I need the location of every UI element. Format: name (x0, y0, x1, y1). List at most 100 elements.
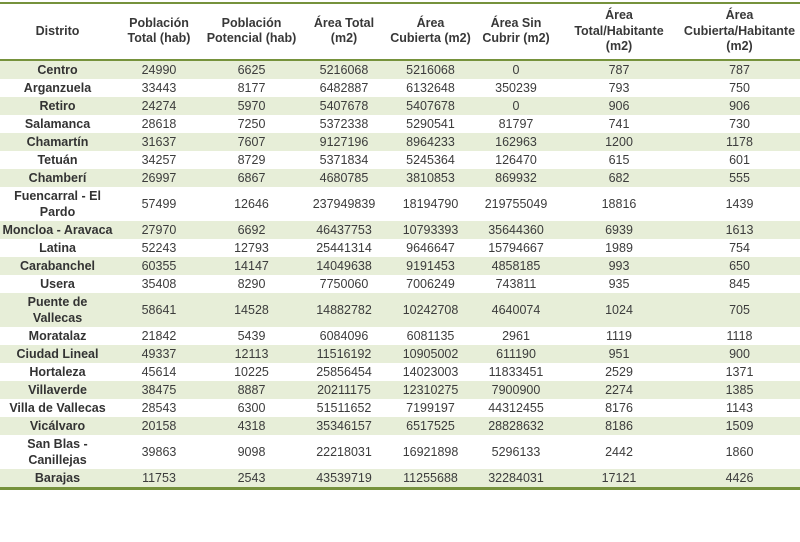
table-row: Hortaleza 45614 10225 25856454 14023003 11833… (0, 362, 800, 381)
value-cell: 1200 (605, 134, 633, 149)
table-row: San Blas - Canillejas 39863 9098 22218031 16… (0, 434, 800, 469)
district-cell: Villaverde (28, 382, 87, 397)
table-row: Centro 24990 6625 5216068 5216068 0 787 787 (0, 59, 800, 79)
value-cell: 787 (608, 62, 630, 77)
district-cell: Arganzuela (23, 80, 92, 95)
value-cell: 26997 (141, 170, 177, 185)
value-cell: 22218031 (316, 444, 372, 459)
value-cell: 9646647 (406, 240, 455, 255)
value-cell: 57499 (141, 196, 177, 211)
value-cell: 1439 (725, 196, 754, 211)
value-cell: 6084096 (319, 328, 369, 343)
district-cell: Latina (39, 240, 76, 255)
column-header-4: Área Cubierta (m2) (388, 3, 473, 61)
value-cell: 35346157 (316, 418, 372, 433)
value-cell: 51511652 (316, 400, 372, 415)
value-cell: 12310275 (402, 382, 459, 397)
value-cell: 869932 (495, 170, 537, 185)
value-cell: 935 (608, 276, 630, 291)
value-cell: 8729 (237, 152, 266, 167)
value-cell: 615 (608, 152, 630, 167)
value-cell: 1509 (725, 418, 754, 433)
table-row: Usera 35408 8290 7750060 7006249 743811 935 845 (0, 274, 800, 293)
value-cell: 4318 (237, 418, 266, 433)
value-cell: 18194790 (402, 196, 459, 211)
table-row: Moratalaz 21842 5439 6084096 6081135 2961 1119… (0, 326, 800, 345)
value-cell: 11833451 (488, 364, 544, 379)
column-header-1: Población Total (hab) (115, 3, 203, 61)
value-cell: 16921898 (402, 444, 459, 459)
value-cell: 743811 (495, 276, 537, 291)
value-cell: 12646 (234, 196, 269, 211)
value-cell: 11255688 (403, 470, 458, 485)
value-cell: 11753 (142, 470, 176, 485)
value-cell: 44312455 (488, 400, 544, 415)
value-cell: 9098 (237, 444, 266, 459)
value-cell: 730 (729, 116, 750, 131)
value-cell: 10793393 (402, 222, 459, 237)
value-cell: 6625 (237, 62, 266, 77)
value-cell: 14049638 (316, 258, 372, 273)
value-cell: 4680785 (319, 170, 369, 185)
value-cell: 25441314 (316, 240, 372, 255)
value-cell: 52243 (141, 240, 177, 255)
value-cell: 27970 (141, 222, 177, 237)
value-cell: 38475 (141, 382, 177, 397)
value-cell: 35408 (141, 276, 177, 291)
column-header-7: Área Cubierta/Habitante (m2) (679, 3, 800, 61)
value-cell: 3810853 (406, 170, 455, 185)
value-cell: 24990 (141, 62, 177, 77)
value-cell: 10905002 (402, 346, 459, 361)
value-cell: 162963 (495, 134, 537, 149)
value-cell: 1371 (725, 364, 754, 379)
district-cell: Barajas (34, 470, 81, 485)
table-row: Latina 52243 12793 25441314 9646647 15794667 1… (0, 238, 800, 257)
value-cell: 5407678 (319, 98, 369, 113)
value-cell: 25856454 (316, 364, 372, 379)
value-cell: 14023003 (402, 364, 459, 379)
value-cell: 6132648 (406, 80, 455, 95)
value-cell: 8186 (605, 418, 633, 433)
value-cell: 5216068 (319, 62, 369, 77)
value-cell: 6939 (605, 222, 633, 237)
value-cell: 35644360 (488, 222, 544, 237)
value-cell: 4640074 (491, 302, 541, 317)
value-cell: 993 (608, 258, 630, 273)
value-cell: 900 (729, 346, 750, 361)
table-body: Centro 24990 6625 5216068 5216068 0 787 787 Arga… (0, 59, 800, 489)
value-cell: 6300 (237, 400, 266, 415)
district-cell: Salamanca (24, 116, 91, 131)
value-cell: 6517525 (406, 418, 455, 433)
value-cell: 5290541 (406, 116, 455, 131)
value-cell: 43539719 (316, 470, 372, 485)
value-cell: 601 (729, 152, 750, 167)
value-cell: 1024 (605, 302, 633, 317)
value-cell: 28828632 (488, 418, 544, 433)
value-cell: 2274 (605, 382, 633, 397)
value-cell: 5371834 (319, 152, 369, 167)
column-header-0: Distrito (0, 3, 115, 61)
district-cell: Chamartín (26, 134, 89, 149)
value-cell: 12113 (234, 346, 269, 361)
value-cell: 9127196 (319, 134, 369, 149)
value-cell: 31637 (141, 134, 177, 149)
value-cell: 60355 (141, 258, 177, 273)
value-cell: 8290 (237, 276, 266, 291)
district-cell: Ciudad Lineal (16, 346, 99, 361)
value-cell: 58641 (141, 302, 177, 317)
value-cell: 8887 (237, 382, 266, 397)
table-row: Carabanchel 60355 14147 14049638 9191453 4858… (0, 256, 800, 275)
value-cell: 5372338 (319, 116, 369, 131)
district-cell: Tetuán (37, 152, 78, 167)
value-cell: 350239 (495, 80, 537, 95)
value-cell: 6482887 (319, 80, 369, 95)
value-cell: 8176 (605, 400, 633, 415)
value-cell: 611190 (496, 346, 536, 361)
value-cell: 1178 (726, 134, 753, 149)
value-cell: 5216068 (406, 62, 455, 77)
value-cell: 7250 (237, 116, 266, 131)
value-cell: 741 (608, 116, 630, 131)
value-cell: 21842 (141, 328, 177, 343)
table-row: Villaverde 38475 8887 20211175 12310275 79009… (0, 380, 800, 399)
value-cell: 6692 (237, 222, 266, 237)
